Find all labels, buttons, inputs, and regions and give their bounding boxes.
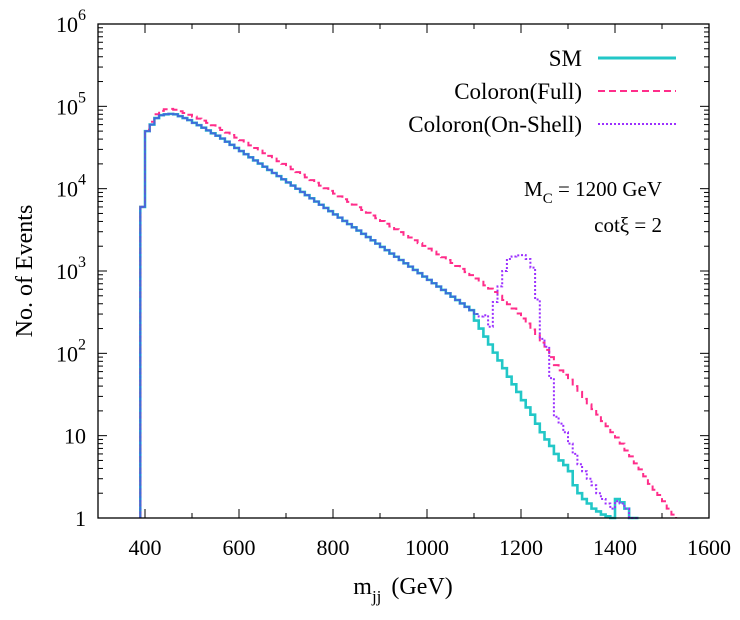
y-tick-label: 1 — [75, 506, 86, 531]
x-tick-label: 1000 — [405, 535, 449, 560]
y-tick-base: 10 — [56, 94, 78, 119]
x-axis-label-unit: (GeV) — [391, 574, 452, 600]
y-tick-exponent: 5 — [78, 89, 86, 106]
mass-annotation-sub: C — [543, 191, 553, 207]
mass-annotation-value: = 1200 GeV — [553, 177, 662, 201]
y-axis-label: No. of Events — [12, 205, 38, 338]
x-tick-label: 1400 — [593, 535, 637, 560]
y-tick-exponent: 3 — [78, 254, 86, 271]
legend-label-0: SM — [549, 46, 582, 71]
mass-annotation-main: M — [524, 177, 543, 201]
y-tick-label: 104 — [56, 172, 86, 202]
legend: SM Coloron(Full) Coloron(On-Shell) — [408, 46, 676, 137]
x-tick-label: 600 — [223, 535, 256, 560]
series-line-1 — [139, 107, 678, 518]
y-tick-label: 106 — [56, 7, 86, 37]
y-tick-label: 102 — [56, 336, 86, 366]
x-axis-label-main: m — [353, 574, 372, 600]
x-axis-label: mjj (GeV) — [353, 574, 452, 606]
legend-label-1: Coloron(Full) — [454, 79, 582, 104]
x-tick-label: 1600 — [687, 535, 731, 560]
x-tick-labels: 400 600 800 1000 1200 1400 1600 — [129, 535, 732, 560]
series-layer — [139, 107, 678, 520]
series-overlap-line — [139, 113, 479, 518]
mass-annotation: MC = 1200 GeV — [524, 177, 662, 207]
y-tick-exponent: 6 — [78, 7, 86, 24]
x-tick-label: 1200 — [499, 535, 543, 560]
legend-label-2: Coloron(On-Shell) — [408, 112, 582, 137]
y-tick-label: 105 — [56, 89, 86, 119]
y-tick-base: 10 — [56, 12, 78, 37]
y-tick-base: 10 — [56, 259, 78, 284]
y-tick-base: 10 — [56, 177, 78, 202]
x-tick-label: 800 — [317, 535, 350, 560]
plot-frame — [97, 23, 710, 519]
x-axis-label-sub: jj — [371, 587, 381, 606]
y-tick-exponent: 2 — [78, 336, 86, 353]
plot-area — [98, 24, 709, 518]
coupling-annotation: cotξ = 2 — [594, 213, 662, 237]
y-tick-label: 10 — [64, 424, 86, 449]
y-tick-label: 103 — [56, 254, 86, 284]
x-tick-label: 400 — [129, 535, 162, 560]
y-tick-exponent: 4 — [78, 172, 86, 189]
y-tick-base: 10 — [56, 341, 78, 366]
